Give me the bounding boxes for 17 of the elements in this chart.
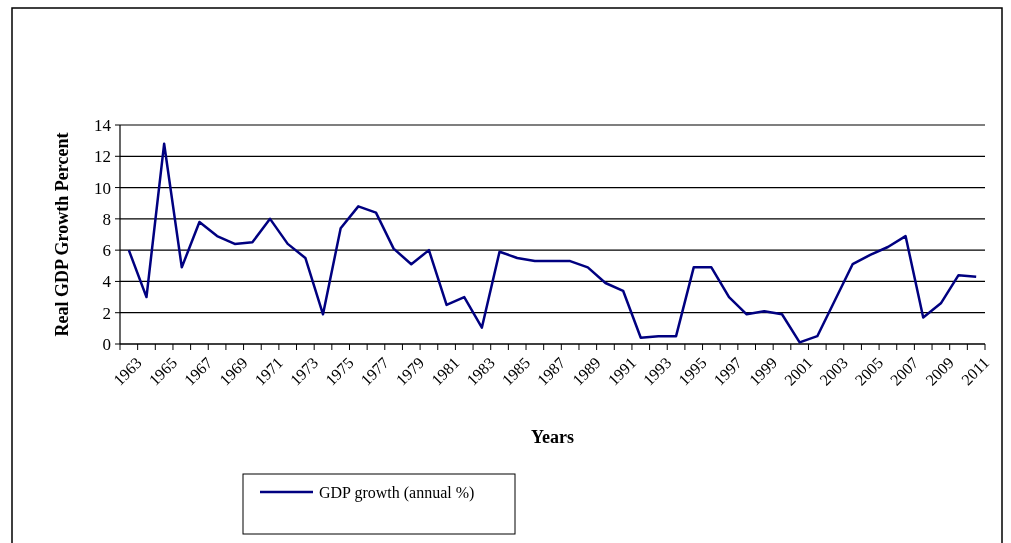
x-tick-label: 1963 (110, 354, 145, 389)
x-tick-label: 1981 (427, 354, 463, 389)
x-tick-label: 2001 (781, 354, 816, 389)
y-tick-label: 6 (102, 241, 111, 261)
x-tick-label: 1969 (216, 354, 251, 389)
x-tick-label: 1989 (569, 354, 604, 389)
y-tick-label: 10 (94, 178, 111, 198)
y-axis-title: Real GDP Growth Percent (52, 132, 72, 337)
y-tick-label: 12 (94, 147, 111, 167)
line-series (127, 142, 978, 344)
y-tick-label: 14 (94, 115, 112, 135)
y-tick-label: 2 (102, 303, 111, 323)
y-tick-label: 4 (102, 272, 112, 292)
legend-label: GDP growth (annual %) (319, 483, 475, 502)
x-axis-title: Years (531, 427, 574, 447)
y-tick-label: 8 (102, 209, 111, 229)
y-tick-label: 0 (102, 334, 111, 354)
